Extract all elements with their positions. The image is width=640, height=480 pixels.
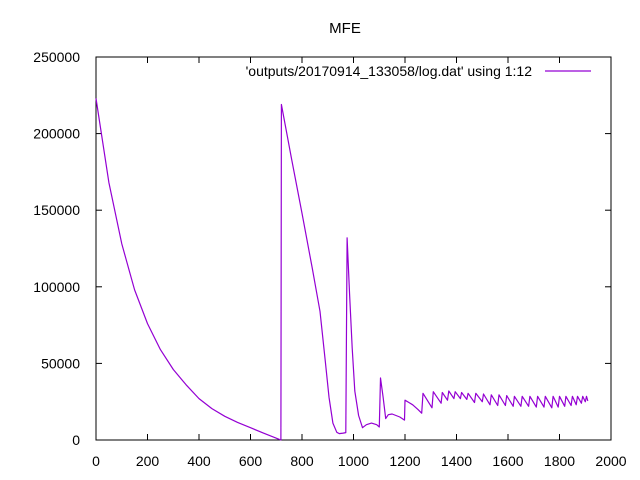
y-tick-label: 50000 [41, 355, 80, 371]
x-tick-label: 2000 [595, 453, 626, 469]
x-tick-label: 1600 [492, 453, 523, 469]
x-tick-label: 1200 [389, 453, 420, 469]
legend: 'outputs/20170914_133058/log.dat' using … [246, 63, 591, 79]
x-tick-label: 1800 [544, 453, 575, 469]
series-layer [95, 98, 589, 441]
series-line [95, 98, 589, 441]
x-tick-label: 1000 [338, 453, 369, 469]
chart-title: MFE [329, 20, 361, 37]
y-axis: 0 50000 100000 150000 200000 250000 [33, 49, 611, 448]
x-tick-label: 1400 [441, 453, 472, 469]
y-tick-label: 200000 [33, 126, 80, 142]
x-tick-label: 800 [290, 453, 314, 469]
x-tick-label: 600 [239, 453, 263, 469]
x-axis: 0 200 400 600 800 1000 1200 1400 1600 1800 2000 [92, 57, 627, 469]
x-tick-label: 400 [187, 453, 211, 469]
y-tick-label: 250000 [33, 49, 80, 65]
plot-frame [95, 56, 612, 441]
x-tick-label: 0 [92, 453, 100, 469]
x-tick-label: 200 [136, 453, 160, 469]
y-tick-label: 100000 [33, 279, 80, 295]
y-tick-label: 150000 [33, 202, 80, 218]
y-tick-label: 0 [72, 432, 80, 448]
legend-label: 'outputs/20170914_133058/log.dat' using … [246, 63, 533, 79]
